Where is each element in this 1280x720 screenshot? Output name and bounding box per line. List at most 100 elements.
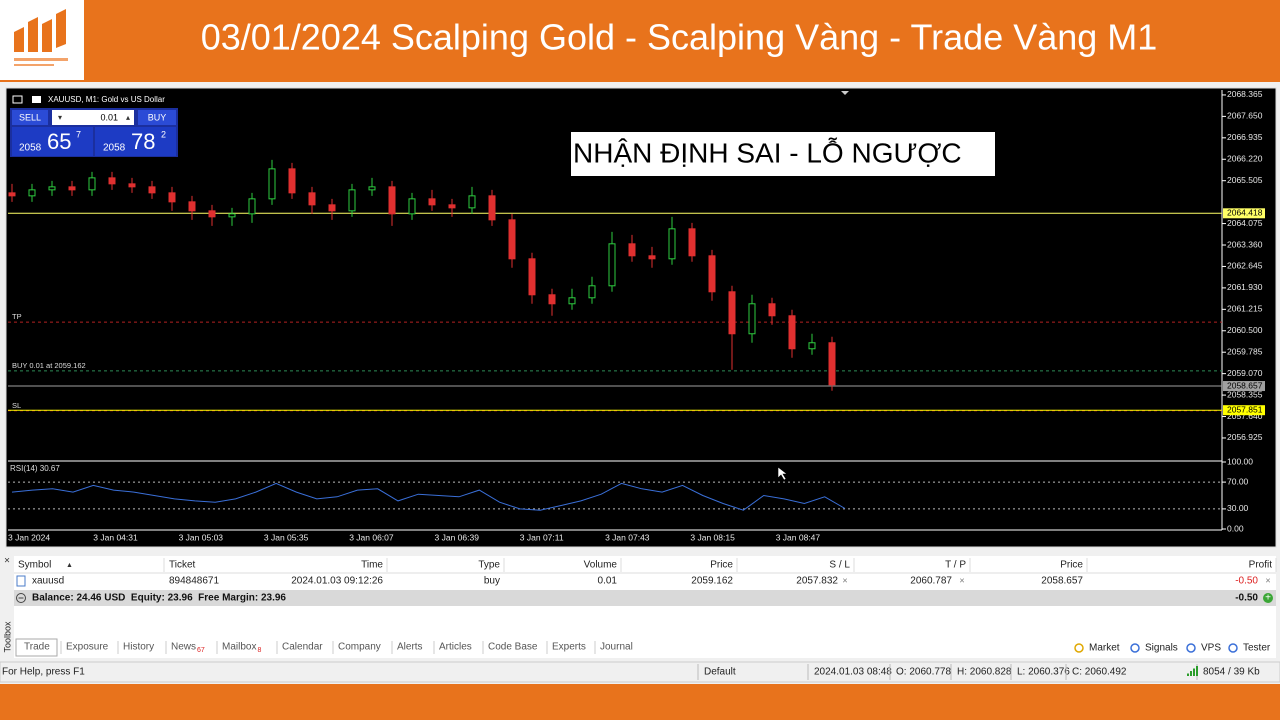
cell: 2059.162 <box>691 576 733 587</box>
tab-icon <box>1186 643 1196 653</box>
candle-body <box>528 258 536 296</box>
cell: 2057.832 <box>796 576 838 587</box>
candle-body <box>248 198 256 215</box>
buy-button[interactable] <box>138 110 176 125</box>
column-header[interactable]: Profit <box>1249 560 1273 571</box>
price-marker-label: 2057.851 <box>1227 404 1263 414</box>
cell: 2058.657 <box>1041 576 1083 587</box>
tab[interactable]: Trade <box>24 642 50 653</box>
sell-button[interactable] <box>12 110 48 125</box>
column-header[interactable]: Price <box>1060 560 1083 571</box>
add-button[interactable] <box>1263 593 1273 603</box>
y-tick-label: 2062.645 <box>1227 261 1263 271</box>
modify-x[interactable]: × <box>959 575 964 585</box>
tab[interactable]: News <box>171 642 196 653</box>
signal-bar <box>1193 668 1195 676</box>
time-label: 3 Jan 07:43 <box>605 532 650 542</box>
candle-body <box>708 255 716 293</box>
candle-body <box>328 204 336 212</box>
tabs: Trade Exposure History News 67 Mailbox 8 Calend… <box>15 638 1271 657</box>
candle-body <box>68 186 76 191</box>
tab[interactable]: Company <box>338 642 381 653</box>
y-tick-label: 100.00 <box>1227 456 1253 466</box>
candle-body <box>8 192 16 197</box>
candle-body <box>568 297 576 305</box>
column-header[interactable]: Symbol <box>18 560 51 571</box>
status-items: For Help, press F1 Default 2024.01.03 08:4… <box>2 664 1260 680</box>
candle-body <box>308 192 316 206</box>
tab[interactable]: Calendar <box>282 642 323 653</box>
cell: xauusd <box>32 576 64 587</box>
column-header[interactable]: T / P <box>945 560 966 571</box>
buy-label[interactable]: BUY <box>148 112 167 122</box>
bid-big: 2058 <box>19 143 42 154</box>
column-header[interactable]: Price <box>710 560 733 571</box>
y-tick-label: 2059.070 <box>1227 368 1263 378</box>
status-item: 2024.01.03 08:48 <box>814 667 892 678</box>
tab[interactable]: Exposure <box>66 642 109 653</box>
status-bar <box>0 661 1280 683</box>
tab[interactable]: History <box>123 642 154 653</box>
tab-badge: 67 <box>197 647 205 654</box>
order-level-label: TP <box>12 312 22 321</box>
candle-body <box>828 342 836 386</box>
candle-body <box>188 201 196 212</box>
add-plus[interactable]: + <box>1265 593 1271 604</box>
bid-box[interactable] <box>12 127 93 156</box>
candle-body <box>228 213 236 218</box>
collapse-icon[interactable] <box>16 593 26 603</box>
tab[interactable]: Code Base <box>488 642 538 653</box>
right-tab[interactable]: Market <box>1089 643 1120 654</box>
y-tick-label: 2063.360 <box>1227 239 1263 249</box>
column-header[interactable]: Time <box>361 560 383 571</box>
signal-bar <box>1190 671 1192 676</box>
right-tab[interactable]: Signals <box>1145 643 1178 654</box>
modify-x[interactable]: × <box>1265 575 1270 585</box>
y-tick-label: 70.00 <box>1227 476 1249 486</box>
candle-body <box>588 285 596 299</box>
column-header[interactable]: S / L <box>829 560 850 571</box>
tab[interactable]: Mailbox <box>222 642 256 653</box>
y-tick-label: 2057.640 <box>1227 411 1263 421</box>
y-tick-label: 2066.220 <box>1227 154 1263 164</box>
sell-label[interactable]: SELL <box>19 112 41 122</box>
close-button[interactable]: × <box>4 556 10 567</box>
candle-body <box>488 195 496 221</box>
candle-body <box>628 243 636 257</box>
column-header[interactable]: Ticket <box>169 560 196 571</box>
modify-x[interactable]: × <box>842 575 847 585</box>
right-tab[interactable]: VPS <box>1201 643 1221 654</box>
volume-box[interactable] <box>52 110 134 125</box>
y-tick-label: 2059.785 <box>1227 346 1263 356</box>
right-tab[interactable]: Tester <box>1243 643 1271 654</box>
candle-body <box>28 189 36 197</box>
candle-body <box>608 243 616 287</box>
tab-icon <box>1074 643 1084 653</box>
volume-down[interactable]: ▾ <box>58 113 62 122</box>
tab[interactable]: Articles <box>439 642 472 653</box>
candle-body <box>48 186 56 191</box>
time-label: 3 Jan 2024 <box>8 532 50 542</box>
tab-icon <box>1130 643 1140 653</box>
time-label: 3 Jan 07:11 <box>520 532 564 542</box>
column-header[interactable]: Type <box>478 560 500 571</box>
tab[interactable]: Alerts <box>397 642 423 653</box>
y-tick-label: 0.00 <box>1227 523 1244 533</box>
status-item: Default <box>704 667 736 678</box>
ask-box[interactable] <box>95 127 176 156</box>
tab[interactable]: Journal <box>600 642 633 653</box>
bid-pips: 65 <box>47 129 71 154</box>
candle-body <box>548 294 556 305</box>
volume-up[interactable]: ▴ <box>126 113 130 122</box>
y-tick-label: 2067.650 <box>1227 111 1263 121</box>
candle-body <box>808 342 816 350</box>
column-header[interactable]: Volume <box>584 560 618 571</box>
candle-body <box>788 315 796 350</box>
y-tick-label: 2066.935 <box>1227 132 1263 142</box>
tab[interactable]: Experts <box>552 642 586 653</box>
ask-point: 2 <box>161 129 166 139</box>
symbol-title: XAUUSD, M1: Gold vs US Dollar <box>48 95 165 104</box>
volume-value[interactable]: 0.01 <box>100 112 118 122</box>
cell: 0.01 <box>598 576 618 587</box>
